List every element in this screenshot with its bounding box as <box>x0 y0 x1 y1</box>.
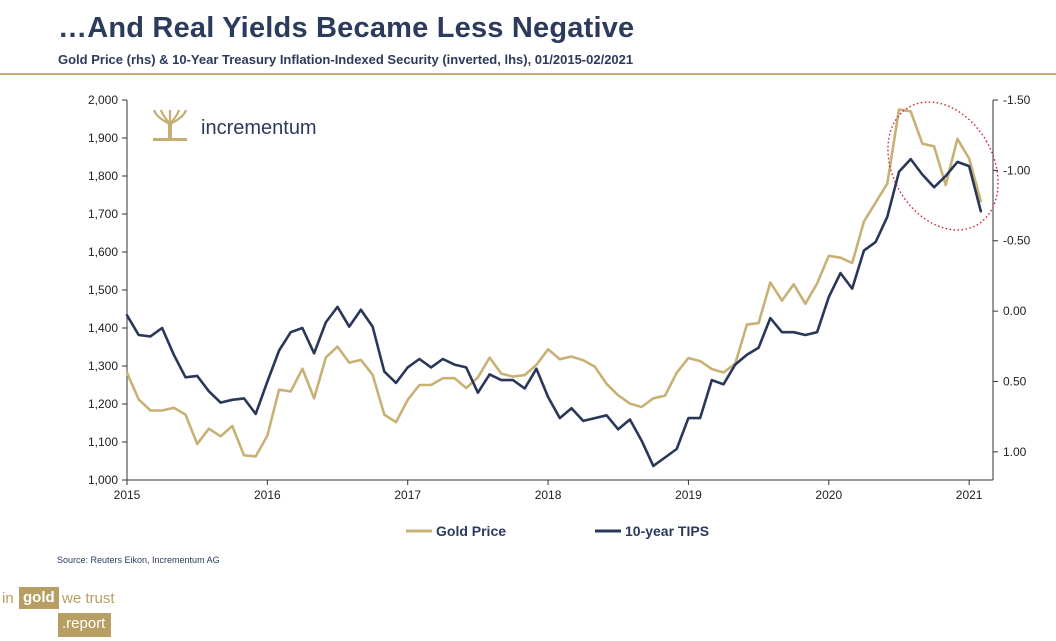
left-tick-label: 1,100 <box>88 435 118 449</box>
legend-label-tips: 10-year TIPS <box>625 523 709 539</box>
left-tick-label: 1,200 <box>88 397 118 411</box>
chart-axes: 1,000 1,100 1,200 1,300 1,400 1,500 1,600 1,700… <box>88 93 1031 502</box>
x-tick-label: 2019 <box>675 488 702 502</box>
brand-in: in <box>2 590 14 607</box>
left-tick-label: 1,900 <box>88 131 118 145</box>
left-tick-label: 1,000 <box>88 473 118 487</box>
left-tick-label: 1,400 <box>88 321 118 335</box>
page-title: …And Real Yields Became Less Negative <box>58 12 635 44</box>
x-tick-label: 2015 <box>114 488 141 502</box>
in-gold-we-trust-brand: in gold we trust .report <box>0 587 160 641</box>
left-tick-label: 1,700 <box>88 207 118 221</box>
x-tick-label: 2021 <box>956 488 983 502</box>
highlight-ellipse <box>887 101 999 231</box>
brand-gold: gold <box>19 587 59 609</box>
right-tick-label: -0.50 <box>1003 234 1031 248</box>
x-tick-label: 2016 <box>254 488 281 502</box>
tips-line <box>125 157 983 468</box>
chart-legend: Gold Price 10-year TIPS <box>406 523 709 539</box>
incrementum-logo: incrementum <box>152 109 317 141</box>
gold-price-line <box>125 108 983 458</box>
brand-report: .report <box>58 613 112 637</box>
chart-lines <box>125 108 983 468</box>
page-subtitle: Gold Price (rhs) & 10-Year Treasury Infl… <box>58 52 634 67</box>
left-tick-label: 1,800 <box>88 169 118 183</box>
left-tick-label: 1,600 <box>88 245 118 259</box>
source-note: Source: Reuters Eikon, Incrementum AG <box>57 555 220 565</box>
right-tick-label: -1.50 <box>1003 93 1031 107</box>
legend-label-gold: Gold Price <box>436 523 506 539</box>
right-tick-label: 0.50 <box>1003 374 1027 388</box>
x-tick-label: 2020 <box>815 488 842 502</box>
x-tick-label: 2018 <box>535 488 562 502</box>
left-tick-label: 1,300 <box>88 359 118 373</box>
tree-icon <box>152 109 188 141</box>
left-tick-label: 1,500 <box>88 283 118 297</box>
brand-we-trust: we trust <box>62 590 115 607</box>
right-tick-label: 1.00 <box>1003 445 1027 459</box>
left-tick-label: 2,000 <box>88 93 118 107</box>
right-tick-label: 0.00 <box>1003 304 1027 318</box>
x-tick-label: 2017 <box>394 488 421 502</box>
title-divider <box>0 73 1056 75</box>
right-tick-label: -1.00 <box>1003 163 1031 177</box>
logo-text: incrementum <box>201 117 317 139</box>
